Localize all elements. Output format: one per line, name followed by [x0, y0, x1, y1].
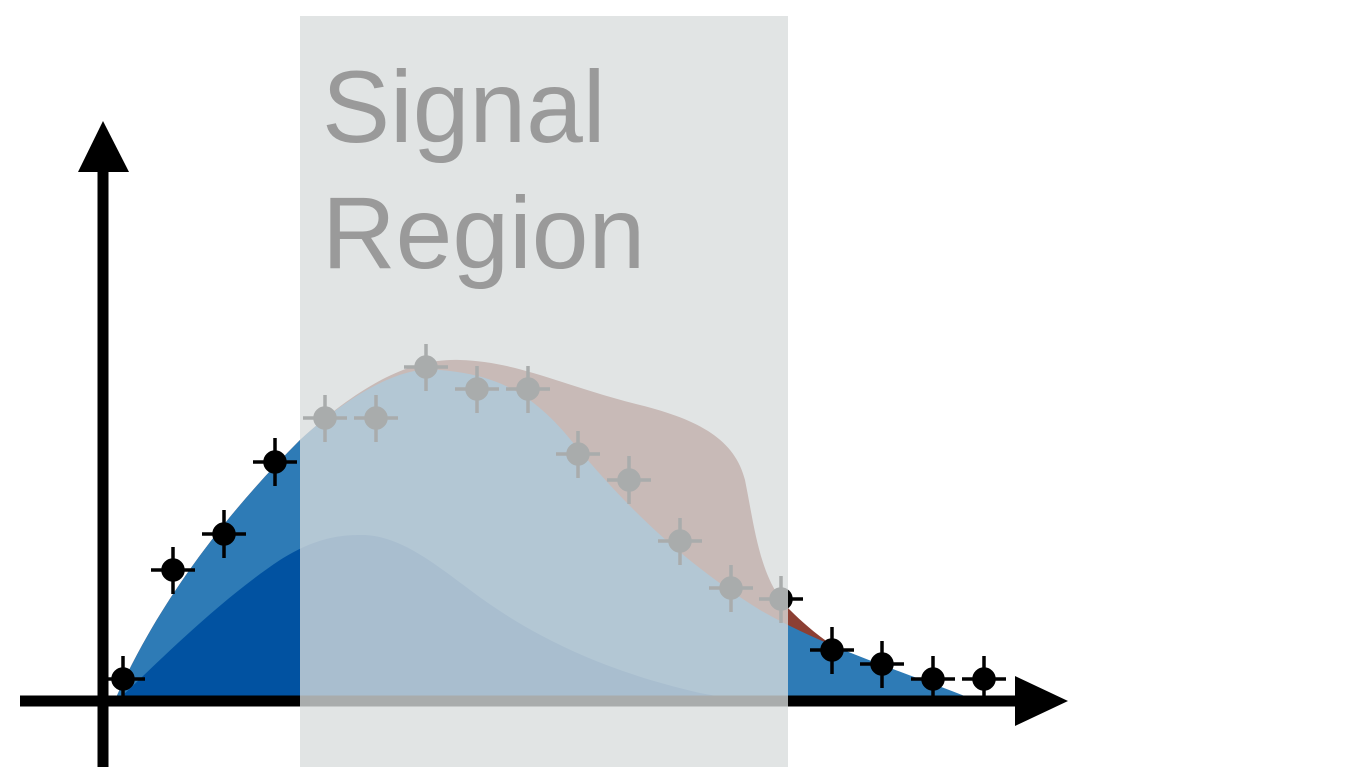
data-point	[202, 510, 246, 558]
arrowhead-right-icon	[1015, 676, 1068, 726]
data-point	[810, 627, 854, 674]
signal-region-label-line2: Region	[322, 176, 645, 290]
signal-region-overlay	[300, 16, 788, 767]
data-point	[911, 656, 955, 702]
data-point	[962, 656, 1006, 702]
data-point	[101, 656, 145, 702]
data-point	[253, 438, 297, 486]
signal-region-label-line1: Signal	[322, 50, 606, 164]
data-point	[860, 641, 904, 688]
arrowhead-up-icon	[78, 121, 129, 172]
data-point	[151, 547, 195, 594]
